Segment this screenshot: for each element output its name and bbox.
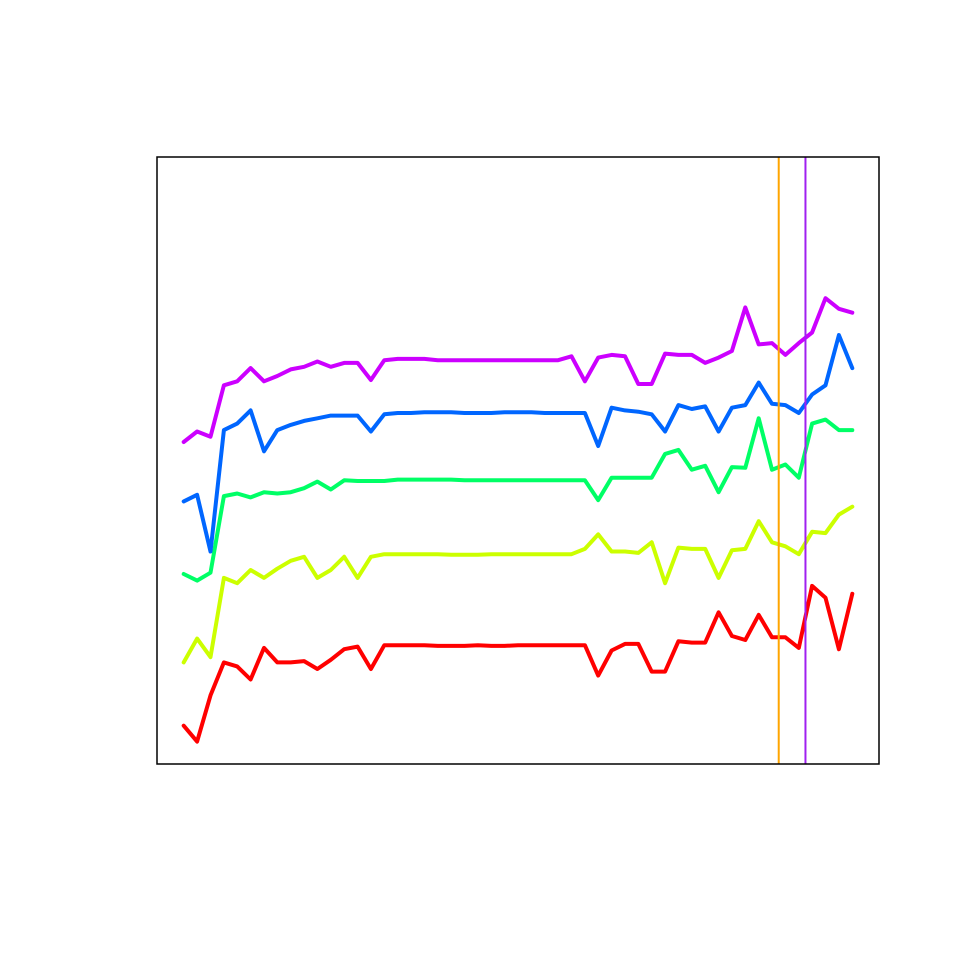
reference-lines <box>777 157 807 764</box>
series-line-4 <box>181 333 855 554</box>
series-line-2 <box>181 504 855 665</box>
plot-frame <box>156 156 880 765</box>
series-layer <box>181 296 855 744</box>
series-line-3 <box>181 416 855 583</box>
series-line-1 <box>181 583 855 744</box>
series-line-5 <box>181 296 855 444</box>
